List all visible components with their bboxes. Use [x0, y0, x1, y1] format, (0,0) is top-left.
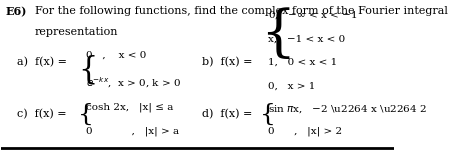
- Text: d)  f(x) =: d) f(x) =: [201, 109, 252, 119]
- Text: $e^{-kx}$,  x > 0, k > 0: $e^{-kx}$, x > 0, k > 0: [86, 76, 181, 90]
- Text: 0      ,   |x| > 2: 0 , |x| > 2: [268, 127, 342, 136]
- Text: 1,   0 < x < 1: 1, 0 < x < 1: [268, 58, 337, 67]
- Text: x,   −1 < x < 0: x, −1 < x < 0: [268, 34, 345, 43]
- Text: 0,   x > 1: 0, x > 1: [268, 82, 315, 91]
- Text: For the following functions, find the complex form of the Fourier integral: For the following functions, find the co…: [35, 6, 447, 16]
- Text: b)  f(x) =: b) f(x) =: [201, 57, 252, 67]
- Text: 0,   $-\infty$ < x < $-$1: 0, $-\infty$ < x < $-$1: [268, 9, 357, 21]
- Text: {: {: [78, 54, 97, 85]
- Text: sin $\pi$x,   $-$2 \u2264 x \u2264 2: sin $\pi$x, $-$2 \u2264 x \u2264 2: [268, 103, 427, 114]
- Text: cosh 2x,   |x| ≤ a: cosh 2x, |x| ≤ a: [86, 103, 173, 112]
- Text: representation: representation: [35, 27, 118, 37]
- Text: 0            ,   |x| > a: 0 , |x| > a: [86, 127, 179, 136]
- Text: a)  f(x) =: a) f(x) =: [17, 57, 67, 67]
- Text: E6): E6): [5, 6, 26, 17]
- Text: {: {: [78, 103, 94, 126]
- Text: {: {: [260, 7, 295, 62]
- Text: {: {: [260, 103, 276, 126]
- Text: c)  f(x) =: c) f(x) =: [17, 109, 67, 119]
- Text: 0   ,    x < 0: 0 , x < 0: [86, 51, 146, 60]
